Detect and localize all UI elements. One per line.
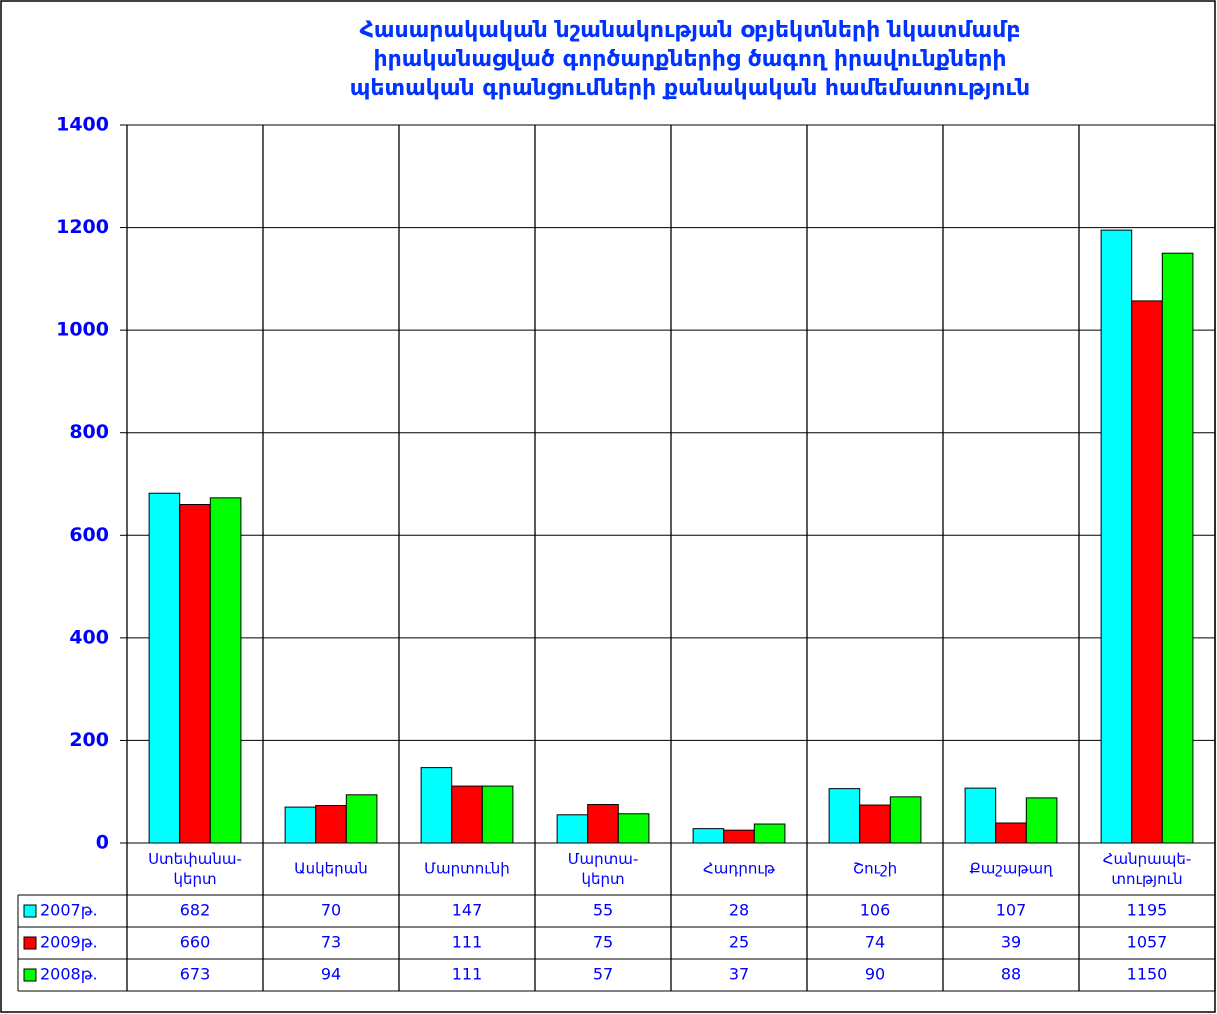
table-value: 1057 (1127, 933, 1168, 952)
bar (1161, 252, 1194, 844)
bar (1100, 229, 1133, 844)
table-value: 1150 (1127, 965, 1168, 984)
legend-swatch (23, 968, 37, 982)
bar (345, 794, 378, 844)
legend-label: 2008թ. (40, 965, 98, 984)
y-tick-label: 800 (69, 421, 109, 443)
chart-title: Հասարակական նշանակության օբյեկտների նկատ… (350, 18, 1030, 101)
y-tick-label: 400 (69, 626, 109, 648)
x-tick-label: Ստեփանա-կերտ (148, 850, 242, 888)
y-tick-label: 1200 (56, 216, 109, 238)
y-tick-label: 200 (69, 729, 109, 751)
bar (315, 805, 347, 844)
table-value: 25 (729, 933, 749, 952)
bar (1131, 300, 1163, 844)
table-value: 1195 (1127, 901, 1168, 920)
x-tick-label: Մարտա-կերտ (568, 850, 639, 888)
table-value: 673 (180, 965, 211, 984)
bar (692, 828, 725, 844)
bar (723, 829, 755, 844)
table-value: 70 (321, 901, 341, 920)
legend-swatch (23, 904, 37, 918)
table-value: 111 (452, 933, 483, 952)
table-value: 73 (321, 933, 341, 952)
bar (828, 788, 861, 844)
bar (451, 785, 483, 844)
x-tick-label: Հադրութ (703, 860, 776, 878)
table-value: 90 (865, 965, 885, 984)
bar (209, 497, 242, 844)
table-value: 37 (729, 965, 749, 984)
legend-label: 2009թ. (40, 933, 98, 952)
legend-swatch (23, 936, 37, 950)
x-tick-label: Ասկերան (294, 860, 368, 878)
table-value: 75 (593, 933, 613, 952)
bar (753, 823, 786, 844)
bar (587, 804, 619, 844)
table-value: 106 (860, 901, 891, 920)
bar (1025, 797, 1058, 844)
bar (284, 806, 317, 844)
table-value: 94 (321, 965, 341, 984)
table-value: 660 (180, 933, 211, 952)
table-value: 88 (1001, 965, 1021, 984)
legend-label: 2007թ. (40, 901, 98, 920)
table-value: 107 (996, 901, 1027, 920)
table-value: 55 (593, 901, 613, 920)
y-tick-label: 1000 (56, 319, 109, 341)
x-tick-label: Հանրապե-տություն (1103, 850, 1192, 888)
bar (556, 814, 589, 844)
bar (964, 787, 997, 844)
table-value: 111 (452, 965, 483, 984)
bar (859, 804, 891, 844)
y-tick-label: 600 (69, 524, 109, 546)
table-value: 28 (729, 901, 749, 920)
bar (481, 785, 514, 844)
y-tick-label: 1400 (56, 114, 109, 136)
bar (420, 767, 453, 844)
bar (148, 492, 181, 844)
x-tick-label: Շուշի (853, 860, 897, 878)
bar (617, 813, 650, 844)
table-value: 57 (593, 965, 613, 984)
x-tick-label: Քաշաթաղ (969, 860, 1053, 878)
table-value: 39 (1001, 933, 1021, 952)
bar (889, 796, 922, 844)
bar (995, 822, 1027, 844)
table-value: 147 (452, 901, 483, 920)
bar (179, 504, 211, 844)
table-value: 682 (180, 901, 211, 920)
x-tick-label: Մարտունի (424, 860, 510, 878)
y-tick-label: 0 (96, 832, 109, 854)
table-value: 74 (865, 933, 885, 952)
